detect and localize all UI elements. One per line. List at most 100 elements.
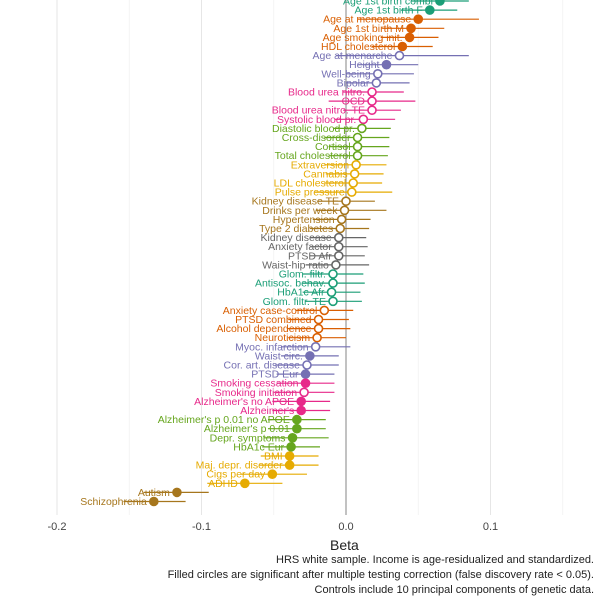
data-row: Type 2 diabetes (259, 223, 370, 235)
point-nonsignificant (367, 105, 377, 115)
data-row: Blood urea nitro. (288, 87, 404, 99)
x-tick-label: 0.1 (483, 521, 498, 533)
data-row: Neuroticism (255, 332, 346, 344)
point-label: Extraversion (291, 159, 350, 171)
data-row: Smoking initiation (215, 387, 335, 399)
data-row: Height (349, 59, 419, 71)
data-row: Autism (138, 487, 209, 499)
point-significant (292, 414, 302, 425)
point-label: PTSD Eur (251, 369, 299, 381)
point-nonsignificant (313, 314, 324, 325)
point-nonsignificant (335, 223, 346, 234)
x-tick-labels: -0.2 -0.1 0.0 0.1 (48, 521, 499, 533)
point-nonsignificant (352, 132, 363, 143)
data-row: PTSD combined (235, 314, 349, 326)
data-row: LDL cholesterol (274, 178, 383, 190)
point-significant (292, 423, 302, 434)
point-label: Type 2 diabetes (259, 223, 333, 235)
point-label: Myoc. infarction (235, 341, 309, 353)
point-nonsignificant (299, 387, 309, 398)
point-label: HDL cholesterol (321, 41, 395, 53)
data-row: Waist-hip ratio (262, 259, 370, 271)
point-label: Age at menopause (323, 14, 411, 26)
point-label: Waist circ. (255, 350, 303, 362)
point-significant (284, 451, 295, 461)
data-row: Well-being (321, 68, 414, 80)
data-row: Alzheimer's (240, 405, 331, 417)
point-nonsignificant (348, 178, 359, 188)
point-label: Anxiety factor (268, 241, 332, 253)
point-significant (300, 369, 311, 379)
data-row: Cigs per day (206, 469, 307, 481)
data-row: Alzheimer's p 0.01 no APOE (158, 414, 326, 426)
caption-significance: Filled circles are significant after mul… (167, 569, 594, 581)
point-label: Alzheimer's (240, 405, 294, 417)
data-row: BMI (260, 451, 319, 463)
data-row: Age 1st birth M (333, 23, 445, 35)
point-label: Waist-hip ratio (262, 259, 329, 271)
data-row: Age 1st birth combi (343, 0, 469, 8)
point-label: HbA1c Eur (233, 441, 284, 453)
data-row: Anxiety case-control (223, 305, 354, 317)
data-row: Systolic blood pr. (277, 114, 396, 126)
data-row: Alzheimer's p 0.01 (204, 423, 326, 435)
caption-sample: HRS white sample. Income is age-residual… (276, 554, 594, 566)
point-label: Blood urea nitro. (288, 87, 365, 99)
point-label: Alzheimer's p 0.01 (204, 423, 290, 435)
point-significant (305, 351, 315, 361)
data-row: Alzheimer's no APOE (194, 396, 331, 408)
point-nonsignificant (394, 50, 405, 61)
data-row: Pulse pressure (275, 187, 393, 199)
point-label: Depr. symptoms (210, 432, 286, 444)
x-tick-label: -0.1 (192, 521, 211, 533)
point-nonsignificant (328, 296, 338, 307)
data-row: Cross-disorder (282, 132, 390, 144)
point-significant (267, 469, 278, 480)
point-significant (397, 41, 408, 52)
point-significant (284, 460, 295, 470)
point-label: Systolic blood pr. (277, 114, 356, 126)
data-row: Blood urea nitro. TE (272, 105, 401, 117)
point-label: BMI (264, 451, 283, 463)
point-label: Cross-disorder (282, 132, 351, 144)
point-label: Drinks per week (262, 205, 338, 217)
point-label: OCD (342, 96, 366, 108)
point-significant (413, 14, 424, 25)
point-label: Cannabis (303, 168, 347, 180)
data-row: Total cholesterol (275, 150, 388, 162)
data-row: Age at menopause (323, 14, 479, 26)
point-nonsignificant (336, 214, 347, 225)
point-label: Alzheimer's p 0.01 no APOE (158, 414, 290, 426)
data-row: Depr. symptoms (210, 432, 329, 444)
data-row: OCD (328, 96, 416, 108)
point-significant (406, 23, 416, 34)
point-nonsignificant (372, 69, 383, 79)
data-row: Diastolic blood pr. (272, 123, 391, 135)
point-label: Cor. art. disease (224, 360, 301, 372)
data-row: Smoking cessation (210, 378, 335, 390)
data-row: Hypertension (273, 214, 371, 226)
point-label: Kidney disease (261, 232, 332, 244)
x-tick-label: -0.2 (48, 521, 67, 533)
data-row: Glom. filtr. (279, 269, 364, 281)
data-row: Cortisol (315, 141, 390, 153)
x-tick-label: 0.0 (338, 521, 353, 533)
data-row: Extraversion (291, 159, 387, 171)
point-label: Cortisol (315, 141, 351, 153)
data-row: Schizophrenia (80, 496, 186, 508)
point-label: Maj. depr. disorder (196, 460, 283, 472)
point-nonsignificant (357, 123, 367, 134)
caption-controls: Controls include 10 principal components… (314, 584, 594, 596)
data-row: Kidney disease TE (252, 196, 375, 208)
data-row: ADHD (207, 478, 283, 490)
point-label: Age at menarche (312, 50, 392, 62)
point-nonsignificant (349, 169, 360, 179)
point-significant (287, 432, 298, 443)
point-nonsignificant (333, 241, 344, 252)
data-row: PTSD Afr (288, 250, 365, 262)
point-label: Anxiety case-control (223, 305, 318, 317)
data-row: HbA1c Afr (277, 287, 361, 299)
point-label: Height (349, 59, 379, 71)
data-row: Antisoc. behav. (255, 278, 365, 290)
point-nonsignificant (352, 141, 363, 152)
